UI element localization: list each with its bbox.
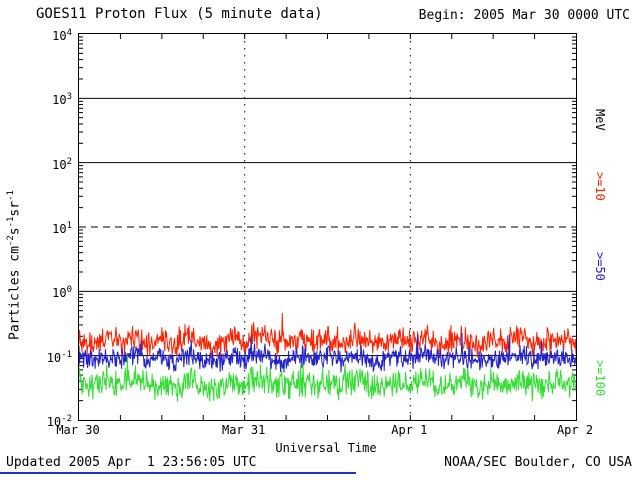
plot-canvas — [79, 34, 576, 420]
x-tick-label: Mar 31 — [221, 423, 266, 437]
y-axis-label: Particles cm-2s-1sr-1 — [6, 190, 23, 340]
x-tick-label: Apr 1 — [391, 423, 428, 437]
series-0 — [79, 312, 576, 359]
series-2 — [79, 355, 576, 402]
credit-text: NOAA/SEC Boulder, CO USA — [444, 455, 632, 470]
energy-channel-label: >=50 — [593, 251, 607, 281]
energy-channel-label: MeV — [593, 109, 607, 131]
energy-channel-label: >=100 — [593, 360, 607, 397]
x-axis-label: Universal Time — [275, 441, 377, 455]
y-tick-label: 100 — [52, 285, 72, 301]
y-tick-label: 101 — [52, 221, 72, 236]
begin-timestamp: Begin: 2005 Mar 30 0000 UTC — [418, 8, 630, 23]
y-tick-label: 103 — [52, 92, 72, 108]
y-tick-label: 10-1 — [46, 349, 72, 365]
chart-title: GOES11 Proton Flux (5 minute data) — [36, 6, 323, 22]
energy-channel-label: >=10 — [593, 171, 607, 201]
y-tick-label: 102 — [52, 156, 72, 172]
y-tick-label: 104 — [52, 28, 72, 43]
x-tick-label: Apr 2 — [556, 423, 594, 437]
updated-timestamp: Updated 2005 Apr 1 23:56:05 UTC — [6, 455, 257, 470]
x-tick-label: Mar 30 — [56, 423, 100, 437]
y-tick-label: 10-2 — [46, 414, 72, 429]
plot-area — [78, 33, 577, 421]
footer-rule — [0, 472, 356, 474]
series-1 — [79, 332, 576, 373]
